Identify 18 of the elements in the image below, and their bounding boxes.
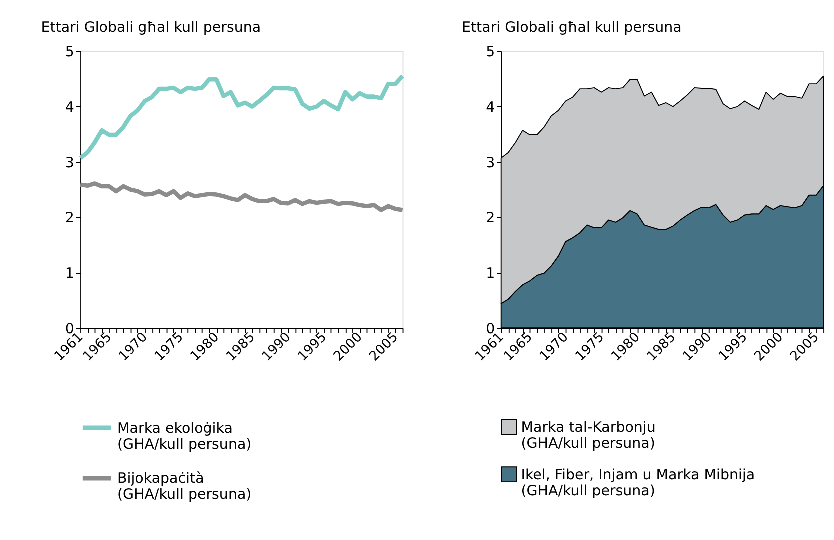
y-tick-label: 2 [65,210,74,227]
y-axis-title: Ettari Globali għal kull persuna [41,20,262,36]
line-series [78,74,405,160]
y-axis-title: Ettari Globali għal kull persuna [462,20,682,36]
y-tick-label: 3 [486,155,496,172]
y-tick-label: 1 [486,266,496,282]
line-series [78,182,405,212]
y-tick-label: 4 [486,100,496,116]
legend-label: Marka tal-Karbonju (GHA/kull persuna) [521,420,656,452]
legend-label: Bijokapaċità (GHA/kull persuna) [118,471,252,504]
y-tick-label: 3 [65,155,74,172]
legend-label: Marka ekoloġika (GHA/kull persuna) [118,420,252,453]
y-tick-label: 2 [486,210,496,227]
y-tick-label: 5 [65,44,74,61]
y-tick-label: 5 [486,44,496,61]
y-tick-label: 1 [65,266,74,282]
legend-label: Ikel, Fiber, Injam u Marka Mibnija (GHA/kull persuna) [521,467,756,500]
y-tick-label: 4 [65,100,74,116]
